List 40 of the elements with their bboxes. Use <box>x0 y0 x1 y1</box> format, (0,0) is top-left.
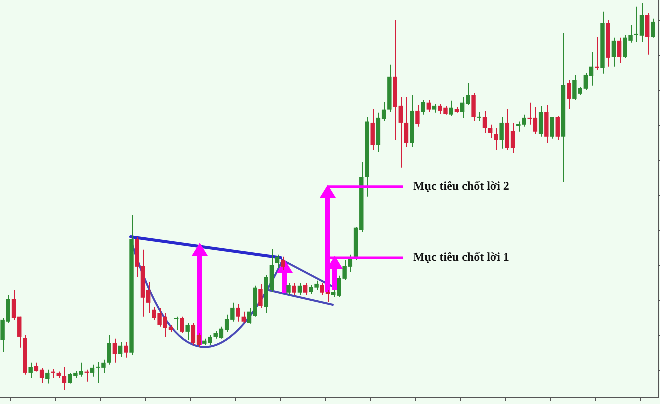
candlestick <box>180 316 184 334</box>
candlestick <box>416 104 420 128</box>
candlestick <box>426 100 432 113</box>
candlestick <box>275 254 280 269</box>
candlestick <box>538 105 544 138</box>
candlestick <box>236 304 240 322</box>
candlestick <box>550 116 554 140</box>
candlestick <box>112 338 118 364</box>
candlestick <box>404 96 409 148</box>
candlestick <box>421 100 426 116</box>
candlestick <box>651 18 656 38</box>
candlestick <box>107 334 112 366</box>
candlestick <box>90 364 95 378</box>
candlestick <box>62 366 67 390</box>
candlestick <box>494 128 498 151</box>
candlestick <box>645 12 650 56</box>
candlestick <box>370 108 375 151</box>
candlestick <box>281 256 286 271</box>
candlestick <box>258 283 263 308</box>
candlestick <box>566 80 572 110</box>
candlestick <box>500 116 504 150</box>
candlestick <box>286 282 291 296</box>
candlestick <box>449 100 454 117</box>
candlestick <box>292 282 296 296</box>
candlestick <box>298 282 302 296</box>
candlestick <box>612 37 616 68</box>
candlestick <box>472 92 476 122</box>
candlestick <box>242 311 246 324</box>
ref-line-label: Mục tiêu chốt lời 1 <box>413 250 510 264</box>
candlestick <box>186 322 190 341</box>
candlestick <box>46 369 50 384</box>
candlestick <box>488 124 493 139</box>
candlestick <box>617 37 622 64</box>
candlestick <box>118 342 123 358</box>
candlestick <box>28 362 33 379</box>
candlestick <box>482 110 488 134</box>
candlestick <box>556 116 560 140</box>
ref-line-label: Mục tiêu chốt lời 2 <box>413 178 510 193</box>
candlestick <box>303 282 308 296</box>
candlestick <box>124 342 128 358</box>
